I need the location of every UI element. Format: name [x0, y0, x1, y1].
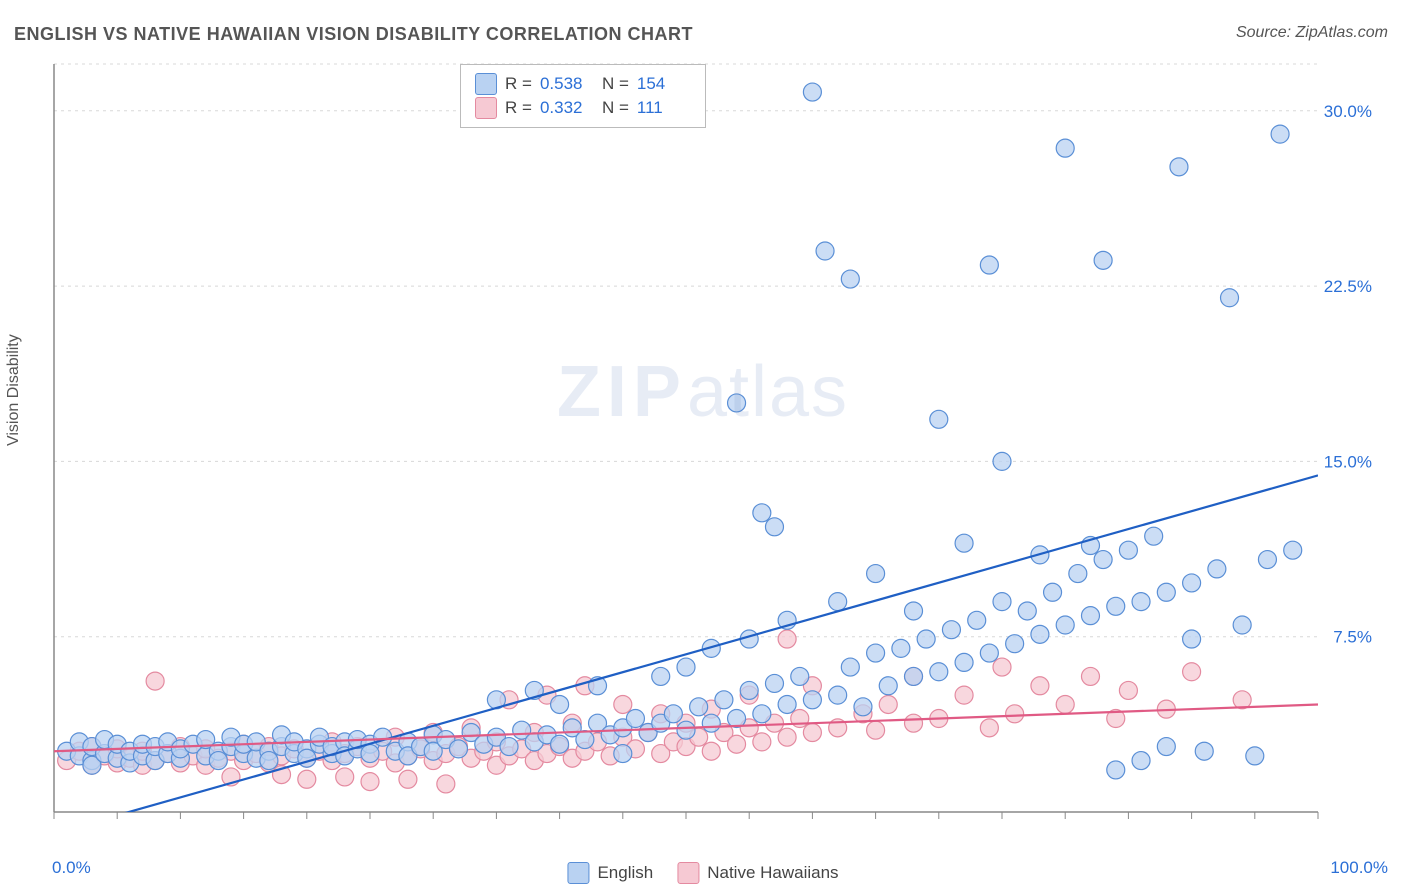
source-label: Source: ZipAtlas.com [1236, 24, 1388, 42]
stat-r-english: 0.538 [540, 74, 594, 94]
swatch-english [475, 73, 497, 95]
stats-row-english: R = 0.538 N = 154 [475, 73, 691, 95]
chart-title: ENGLISH VS NATIVE HAWAIIAN VISION DISABI… [14, 24, 693, 45]
stats-row-hawaiian: R = 0.332 N = 111 [475, 97, 691, 119]
chart-container: ENGLISH VS NATIVE HAWAIIAN VISION DISABI… [0, 0, 1406, 892]
stat-n-label: N = [602, 74, 629, 94]
stat-r-hawaiian: 0.332 [540, 98, 594, 118]
stat-n-label-2: N = [602, 98, 629, 118]
stat-n-hawaiian: 111 [637, 98, 691, 118]
stats-legend: R = 0.538 N = 154 R = 0.332 N = 111 [460, 64, 706, 128]
legend-swatch-english [567, 862, 589, 884]
svg-text:30.0%: 30.0% [1324, 102, 1372, 121]
y-axis-label: Vision Disability [5, 334, 23, 446]
legend-bottom: English Native Hawaiians [567, 862, 838, 884]
swatch-hawaiian [475, 97, 497, 119]
legend-item-hawaiian: Native Hawaiians [677, 862, 838, 884]
stat-r-label-2: R = [505, 98, 532, 118]
legend-label-english: English [597, 863, 653, 883]
svg-text:22.5%: 22.5% [1324, 277, 1372, 296]
stat-n-english: 154 [637, 74, 691, 94]
stat-r-label: R = [505, 74, 532, 94]
xaxis-label-right: 100.0% [1330, 858, 1388, 878]
legend-item-english: English [567, 862, 653, 884]
xaxis-label-left: 0.0% [52, 858, 91, 878]
legend-label-hawaiian: Native Hawaiians [707, 863, 838, 883]
legend-swatch-hawaiian [677, 862, 699, 884]
svg-text:7.5%: 7.5% [1333, 628, 1372, 647]
svg-text:15.0%: 15.0% [1324, 452, 1372, 471]
scatter-plot: 7.5% 15.0% 22.5% 30.0% [48, 58, 1378, 848]
